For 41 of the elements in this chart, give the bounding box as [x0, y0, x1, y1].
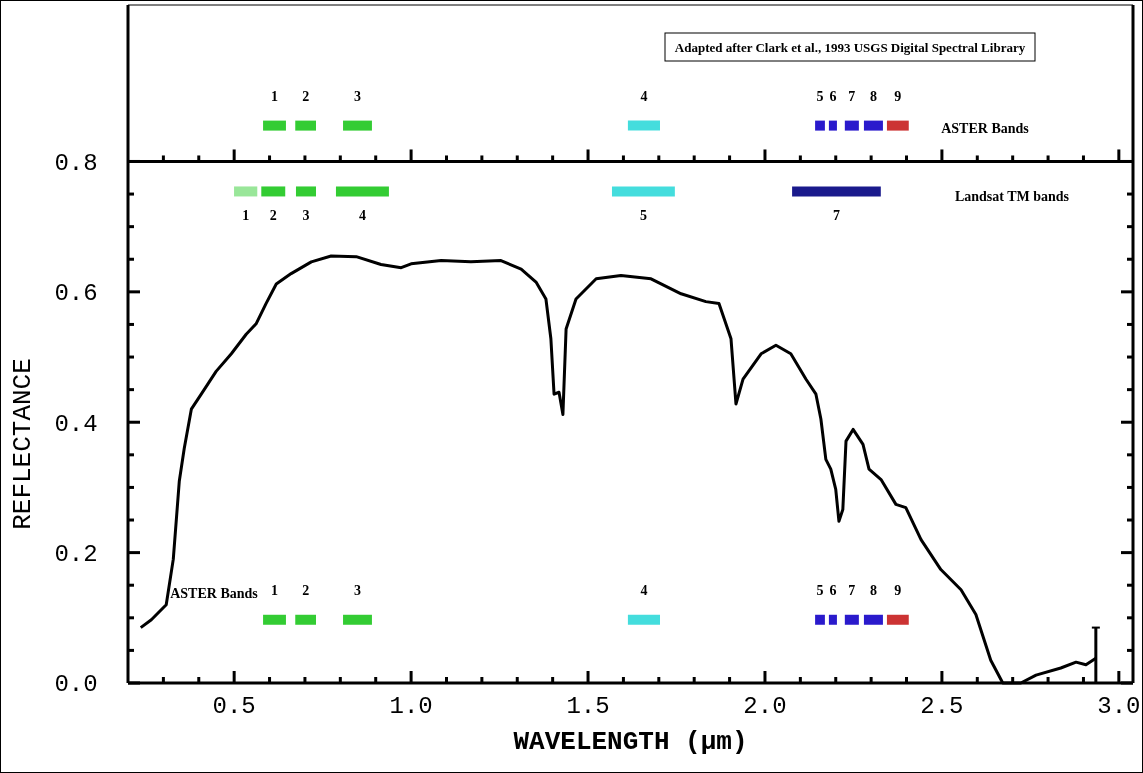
series-label: 3	[353, 88, 361, 104]
series-label: 7	[848, 582, 856, 598]
y-tick-label: 0.2	[54, 541, 98, 569]
series-label: 7	[848, 88, 856, 104]
series-label: 6	[829, 88, 837, 104]
series-label: 1	[271, 582, 278, 598]
series-label: 1	[242, 208, 250, 224]
series-label: 5	[816, 582, 824, 598]
y-tick-label: 0.0	[54, 671, 98, 699]
series-label: 2	[302, 88, 310, 104]
x-axis-title: WAVELENGTH (μm)	[513, 727, 748, 757]
series-label: 9	[894, 582, 902, 598]
annotation: Adapted after Clark et al., 1993 USGS Digital Spectral Library	[674, 39, 1026, 55]
series-label: 5	[816, 88, 824, 104]
series-label: 2	[269, 208, 277, 224]
series-label: 7	[832, 208, 840, 224]
series-label: 6	[829, 582, 837, 598]
series-label: 4	[640, 582, 648, 598]
series-label: 3	[302, 208, 310, 224]
annotation: Landsat TM bands	[954, 188, 1070, 204]
x-tick-label: 2.5	[920, 693, 964, 720]
annotation: ASTER Bands	[941, 120, 1030, 136]
series-label: 5	[639, 208, 647, 224]
x-tick-label: 2.0	[743, 693, 787, 720]
series-label: 9	[894, 88, 902, 104]
y-tick-label: 0.4	[54, 410, 98, 438]
y-tick-label: 0.8	[54, 149, 98, 177]
x-tick-label: 1.0	[389, 693, 433, 720]
series-label: 2	[302, 582, 310, 598]
series-label: 1	[271, 88, 278, 104]
x-tick-label: 1.5	[566, 693, 610, 720]
y-tick-label: 0.6	[54, 280, 98, 308]
x-tick-label: 3.0	[1097, 693, 1141, 720]
y-axis-title: REFLECTANCE	[8, 358, 38, 530]
series-label: 8	[869, 88, 877, 104]
series-label: 4	[640, 88, 648, 104]
x-tick-label: 0.5	[212, 693, 256, 720]
series-label: 4	[358, 208, 366, 224]
series-label: 8	[869, 582, 877, 598]
series-label: 3	[353, 582, 361, 598]
annotation: ASTER Bands	[170, 585, 259, 601]
